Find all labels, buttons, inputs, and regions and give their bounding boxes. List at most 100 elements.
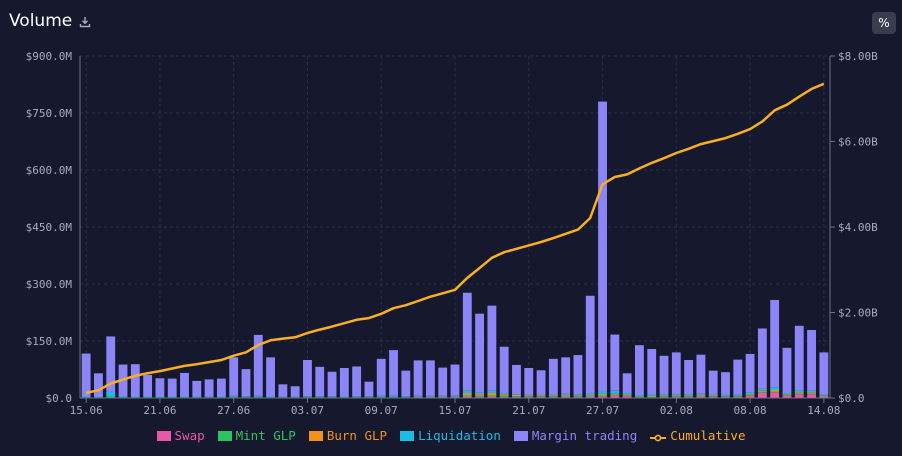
burn-glp-bar <box>561 394 571 396</box>
burn-glp-swatch <box>308 430 323 441</box>
margin-trading-bar <box>155 378 165 397</box>
swap-bar <box>499 396 509 398</box>
swap-bar <box>475 396 485 398</box>
swap-bar <box>536 396 546 398</box>
liquidation-bar <box>635 395 644 397</box>
mint-glp-bar <box>696 395 706 397</box>
swap-bar <box>585 396 595 398</box>
legend-item-liquidation[interactable]: Liquidation <box>400 428 501 443</box>
margin-trading-bar <box>266 357 275 397</box>
liquidation-bar <box>610 390 620 394</box>
margin-trading-bar <box>438 367 448 396</box>
liquidation-bar <box>499 393 509 395</box>
percent-toggle-button[interactable]: % <box>872 12 896 34</box>
liquidation-bar <box>266 396 275 398</box>
burn-glp-bar <box>610 393 620 395</box>
mint-glp-bar <box>573 396 583 397</box>
swap-swatch <box>156 430 171 441</box>
y-tick-label: $0.0 <box>46 392 73 405</box>
swap-bar <box>573 396 583 398</box>
y2-tick-label: $6.00B <box>838 136 878 149</box>
margin-trading-bar <box>610 334 620 391</box>
liquidation-bar <box>696 393 706 395</box>
burn-glp-bar <box>782 394 792 395</box>
liquidation-bar <box>598 391 607 394</box>
mint-glp-bar <box>524 396 534 397</box>
liquidation-bar <box>192 396 202 398</box>
swap-bar <box>733 396 743 398</box>
burn-glp-bar <box>548 395 558 397</box>
mint-glp-bar <box>585 395 595 397</box>
margin-trading-bar <box>475 313 485 393</box>
mint-glp-bar <box>635 396 644 398</box>
margin-trading-bar <box>807 329 816 391</box>
mint-glp-bar <box>782 394 792 396</box>
burn-glp-bar <box>745 394 755 395</box>
margin-trading-bar <box>241 369 251 397</box>
margin-trading-bar <box>573 355 583 395</box>
swap-bar <box>671 396 681 398</box>
chart-header: Volume <box>9 11 92 31</box>
legend-label-swap: Swap <box>174 428 205 443</box>
x-tick-label: 14.08 <box>807 404 840 417</box>
margin-trading-bar <box>352 366 362 397</box>
margin-trading-bar <box>622 373 632 394</box>
y-tick-label: $750.0M <box>26 107 73 120</box>
liquidation-bar <box>438 395 448 397</box>
margin-trading-bar <box>647 348 657 395</box>
margin-trading-bar <box>548 358 558 395</box>
x-tick-label: 02.08 <box>660 404 693 417</box>
swap-bar <box>487 396 497 398</box>
legend-item-margin-trading[interactable]: Margin trading <box>513 428 637 443</box>
margin-trading-bar <box>696 354 706 394</box>
swap-bar <box>561 396 571 398</box>
legend-item-cumulative[interactable]: Cumulative <box>650 428 745 443</box>
margin-trading-bar <box>659 355 669 395</box>
x-tick-label: 09.07 <box>365 404 398 417</box>
swap-bar <box>708 396 718 398</box>
x-axis: 15.06 21.06 27.06 03.07 09.07 15.07 21.07 27.07… <box>70 397 840 417</box>
burn-glp-bar <box>671 395 681 397</box>
mint-glp-bar <box>819 395 829 397</box>
x-tick-label: 21.07 <box>512 404 545 417</box>
liquidation-bar <box>475 392 485 395</box>
liquidation-swatch <box>400 430 415 441</box>
grid-lines <box>80 55 830 399</box>
margin-trading-bar <box>487 305 497 391</box>
mint-glp-bar <box>536 396 546 397</box>
liquidation-bar <box>253 395 263 397</box>
download-icon[interactable] <box>78 14 92 28</box>
swap-bar <box>696 396 706 398</box>
margin-trading-bar <box>167 378 177 397</box>
y2-tick-label: $4.00B <box>838 221 878 234</box>
liquidation-bar <box>721 394 730 396</box>
y-tick-label: $300.0M <box>26 278 73 291</box>
liquidation-bar <box>364 396 374 397</box>
x-tick-label: 27.06 <box>217 404 250 417</box>
legend-item-mint-glp[interactable]: Mint GLP <box>217 428 296 443</box>
burn-glp-bar <box>770 390 780 392</box>
margin-trading-swatch <box>513 430 528 441</box>
mint-glp-bar <box>770 391 780 393</box>
swap-bar <box>659 396 669 398</box>
mint-glp-bar <box>512 396 521 397</box>
margin-trading-bar <box>819 352 829 395</box>
margin-trading-bar <box>671 352 681 395</box>
legend-item-swap[interactable]: Swap <box>156 428 205 443</box>
margin-trading-bar <box>524 367 534 395</box>
x-tick-label: 21.06 <box>143 404 176 417</box>
margin-trading-bar <box>229 357 239 396</box>
x-tick-label: 27.07 <box>586 404 619 417</box>
burn-glp-bar <box>585 394 595 396</box>
legend-label-mint-glp: Mint GLP <box>235 428 296 443</box>
liquidation-bar <box>241 396 251 397</box>
chart-title: Volume <box>9 11 73 31</box>
legend-item-burn-glp[interactable]: Burn GLP <box>308 428 387 443</box>
liquidation-bar <box>167 396 177 398</box>
swap-bar <box>425 396 435 398</box>
margin-trading-bar <box>389 350 398 396</box>
margin-trading-bar <box>745 353 755 393</box>
liquidation-bar <box>106 391 116 397</box>
liquidation-bar <box>819 394 829 396</box>
margin-trading-bar <box>757 328 767 389</box>
